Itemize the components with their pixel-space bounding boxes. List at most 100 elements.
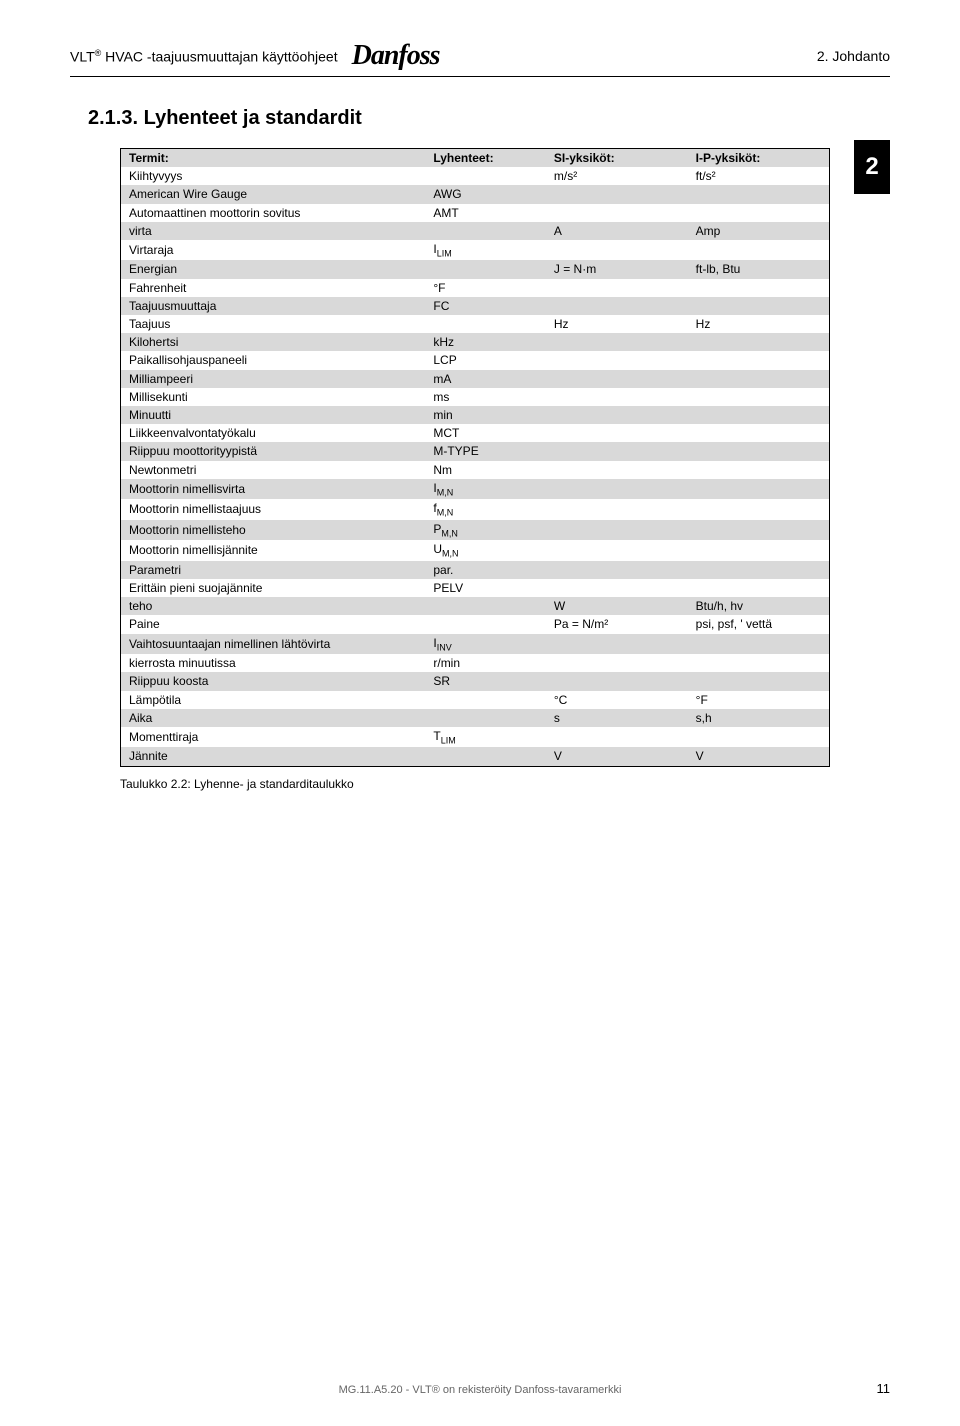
table-row: LiikkeenvalvontatyökaluMCT [121, 424, 830, 442]
table-row: KilohertsikHz [121, 333, 830, 351]
table-row: VirtarajaILIM [121, 240, 830, 261]
cell-term: Riippuu moottorityypistä [121, 442, 426, 460]
section-title: 2.1.3. Lyhenteet ja standardit [88, 107, 890, 130]
cell-term: Aika [121, 709, 426, 727]
cell-si [546, 634, 688, 655]
cell-ip [688, 634, 830, 655]
cell-abbr: r/min [425, 654, 546, 672]
table-row: Automaattinen moottorin sovitusAMT [121, 204, 830, 222]
page-number: 11 [877, 1381, 891, 1396]
cell-ip [688, 240, 830, 261]
cell-ip [688, 461, 830, 479]
cell-si [546, 240, 688, 261]
cell-si: W [546, 597, 688, 615]
cell-term: Vaihtosuuntaajan nimellinen lähtövirta [121, 634, 426, 655]
table-row: Erittäin pieni suojajännitePELV [121, 579, 830, 597]
table-row: Moottorin nimellisjänniteUM,N [121, 540, 830, 561]
abbreviation-table: Termit: Lyhenteet: SI-yksiköt: I-P-yksik… [120, 148, 830, 767]
cell-ip: °F [688, 691, 830, 709]
cell-si: V [546, 747, 688, 766]
cell-ip [688, 499, 830, 520]
cell-term: Millisekunti [121, 388, 426, 406]
footer-center: MG.11.A5.20 - VLT® on rekisteröity Danfo… [339, 1384, 622, 1396]
product-prefix: VLT [70, 48, 95, 64]
cell-si [546, 370, 688, 388]
cell-term: Paine [121, 615, 426, 633]
cell-term: Kilohertsi [121, 333, 426, 351]
cell-ip [688, 370, 830, 388]
cell-abbr [425, 709, 546, 727]
cell-abbr: FC [425, 297, 546, 315]
danfoss-logo: Danfoss [352, 40, 440, 72]
cell-ip [688, 561, 830, 579]
cell-si [546, 561, 688, 579]
table-row: virtaAAmp [121, 222, 830, 240]
cell-term: Moottorin nimellistaajuus [121, 499, 426, 520]
cell-ip [688, 424, 830, 442]
table-row: Millisekuntims [121, 388, 830, 406]
cell-term: Virtaraja [121, 240, 426, 261]
header-right: 2. Johdanto [817, 48, 890, 64]
cell-term: Jännite [121, 747, 426, 766]
table-row: Lämpötila°C°F [121, 691, 830, 709]
cell-si [546, 672, 688, 690]
section-number: 2.1.3. [88, 107, 138, 129]
cell-ip [688, 520, 830, 541]
table-row: JänniteVV [121, 747, 830, 766]
cell-term: Taajuus [121, 315, 426, 333]
cell-abbr: IINV [425, 634, 546, 655]
cell-si [546, 204, 688, 222]
cell-ip [688, 406, 830, 424]
table-body: Kiihtyvyysm/s²ft/s²American Wire GaugeAW… [121, 167, 830, 766]
cell-term: Paikallisohjauspaneeli [121, 351, 426, 369]
table-caption: Taulukko 2.2: Lyhenne- ja standarditaulu… [120, 777, 890, 791]
cell-abbr: fM,N [425, 499, 546, 520]
cell-term: Energian [121, 260, 426, 278]
table-row: MomenttirajaTLIM [121, 727, 830, 748]
cell-ip [688, 579, 830, 597]
cell-abbr [425, 260, 546, 278]
cell-si [546, 499, 688, 520]
cell-abbr [425, 222, 546, 240]
cell-abbr: TLIM [425, 727, 546, 748]
cell-term: Riippuu koosta [121, 672, 426, 690]
cell-term: Erittäin pieni suojajännite [121, 579, 426, 597]
col-header-si: SI-yksiköt: [546, 149, 688, 168]
cell-term: Milliampeeri [121, 370, 426, 388]
cell-si [546, 727, 688, 748]
col-header-term: Termit: [121, 149, 426, 168]
cell-ip: ft-lb, Btu [688, 260, 830, 278]
table-header-row: Termit: Lyhenteet: SI-yksiköt: I-P-yksik… [121, 149, 830, 168]
cell-abbr: PELV [425, 579, 546, 597]
cell-abbr: MCT [425, 424, 546, 442]
cell-term: Taajuusmuuttaja [121, 297, 426, 315]
table-row: NewtonmetriNm [121, 461, 830, 479]
cell-si [546, 185, 688, 203]
cell-abbr [425, 747, 546, 766]
cell-abbr: kHz [425, 333, 546, 351]
cell-abbr: Nm [425, 461, 546, 479]
cell-si: J = N·m [546, 260, 688, 278]
page-header: VLT® HVAC -taajuusmuuttajan käyttöohjeet… [70, 40, 890, 72]
table-row: TaajuusHzHz [121, 315, 830, 333]
table-row: kierrosta minuutissar/min [121, 654, 830, 672]
cell-ip: Amp [688, 222, 830, 240]
cell-term: Newtonmetri [121, 461, 426, 479]
header-rule [70, 76, 890, 77]
cell-ip: s,h [688, 709, 830, 727]
section-title-text: Lyhenteet ja standardit [144, 107, 362, 129]
table-row: Moottorin nimellistaajuusfM,N [121, 499, 830, 520]
table-row: Riippuu moottorityypistäM-TYPE [121, 442, 830, 460]
cell-si [546, 279, 688, 297]
cell-si: m/s² [546, 167, 688, 185]
cell-term: Moottorin nimellisteho [121, 520, 426, 541]
cell-ip [688, 297, 830, 315]
cell-si [546, 540, 688, 561]
table-row: Moottorin nimellisvirtaIM,N [121, 479, 830, 500]
cell-term: American Wire Gauge [121, 185, 426, 203]
cell-si [546, 424, 688, 442]
table-row: PaikallisohjauspaneeliLCP [121, 351, 830, 369]
cell-term: Fahrenheit [121, 279, 426, 297]
header-left: VLT® HVAC -taajuusmuuttajan käyttöohjeet… [70, 40, 440, 72]
cell-term: Minuutti [121, 406, 426, 424]
